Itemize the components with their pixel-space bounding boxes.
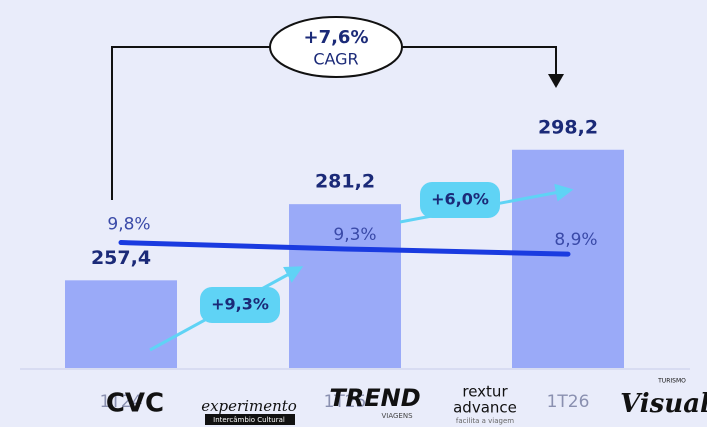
growth-pill: [200, 287, 280, 323]
logo-text: TURISMO: [657, 378, 686, 385]
logo-text: rextur: [462, 383, 508, 401]
cagr-arrowhead: [548, 74, 564, 88]
cagr-value: +7,6%: [303, 27, 368, 48]
logo-text: VIAGENS: [381, 412, 413, 420]
bar: [289, 204, 401, 368]
growth-label: +6,0%: [431, 190, 489, 209]
logo-band: [205, 414, 295, 425]
cagr-label: CAGR: [313, 50, 358, 69]
logo-text: facilita a viagem: [456, 417, 514, 425]
line-label: 9,8%: [107, 215, 150, 235]
value-label: 281,2: [315, 171, 375, 193]
logo-text: advance: [453, 399, 517, 417]
line-label: 9,3%: [333, 225, 376, 245]
growth-pill: [420, 182, 500, 218]
line-series: [118, 240, 571, 257]
x-tick-label: 1T26: [547, 392, 590, 412]
value-label: 298,2: [538, 116, 598, 138]
growth-label: +9,3%: [211, 295, 269, 314]
base-layer: [20, 149, 690, 370]
logo-text: TREND: [329, 384, 420, 412]
bar: [65, 280, 177, 368]
logo-text: experimento: [201, 397, 297, 415]
cagr-bracket: [111, 46, 557, 200]
x-tick-label: 1T25: [324, 392, 367, 412]
x-tick-label: 1T24: [100, 392, 143, 412]
logo-text: Visual: [620, 389, 707, 419]
value-label: 257,4: [91, 247, 151, 269]
logo-text: CVC: [106, 389, 164, 419]
cagr-bubble: [269, 16, 403, 78]
line-label: 8,9%: [554, 230, 597, 250]
logo-text: Intercâmbio Cultural: [213, 416, 285, 424]
bar: [512, 149, 624, 368]
